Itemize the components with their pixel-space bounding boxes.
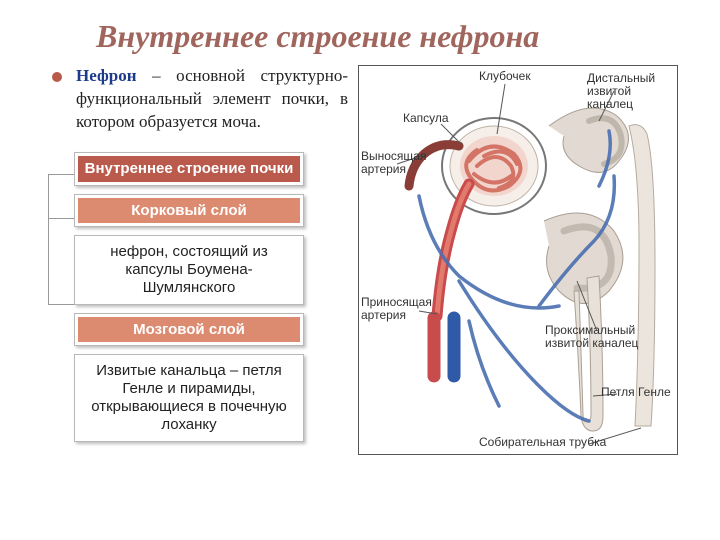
label-capsule: Капсула — [403, 112, 449, 125]
label-glomerulus: Клубочек — [479, 70, 531, 83]
content-area: Нефрон – основной структурно-функциональ… — [0, 65, 720, 455]
box-medulla-desc-text: Извитые канальца – петля Генле и пирамид… — [78, 358, 300, 438]
label-distal: Дистальный извитой каналец — [587, 72, 675, 112]
box-medulla-label: Мозговой слой — [78, 317, 300, 342]
label-efferent: Выносящая артерия — [361, 150, 425, 176]
box-medulla-desc: Извитые канальца – петля Генле и пирамид… — [74, 354, 304, 442]
box-medulla: Мозговой слой — [74, 313, 304, 346]
left-column: Нефрон – основной структурно-функциональ… — [48, 65, 348, 455]
box-cortex-desc: нефрон, состоящий из капсулы Боумена-Шум… — [74, 235, 304, 305]
nephron-diagram: Клубочек Дистальный извитой каналец Капс… — [358, 65, 678, 455]
box-cortex: Корковый слой — [74, 194, 304, 227]
right-column: Клубочек Дистальный извитой каналец Капс… — [348, 65, 688, 455]
page-title: Внутреннее строение нефрона — [0, 0, 720, 65]
bullet-icon — [52, 72, 62, 82]
label-collecting: Собирательная трубка — [479, 436, 606, 449]
definition-paragraph: Нефрон – основной структурно-функциональ… — [48, 65, 348, 134]
box-kidney-structure-label: Внутреннее строение почки — [78, 156, 300, 182]
box-cortex-label: Корковый слой — [78, 198, 300, 223]
box-cortex-desc-text: нефрон, состоящий из капсулы Боумена-Шум… — [78, 239, 300, 301]
term-nephron: Нефрон — [76, 66, 137, 85]
label-afferent: Приносящая артерия — [361, 296, 431, 322]
box-kidney-structure: Внутреннее строение почки — [74, 152, 304, 186]
label-henle: Петля Генле — [601, 386, 671, 399]
label-proximal: Проксимальный извитой каналец — [545, 324, 655, 350]
structure-boxes: Внутреннее строение почки Корковый слой … — [48, 152, 348, 442]
